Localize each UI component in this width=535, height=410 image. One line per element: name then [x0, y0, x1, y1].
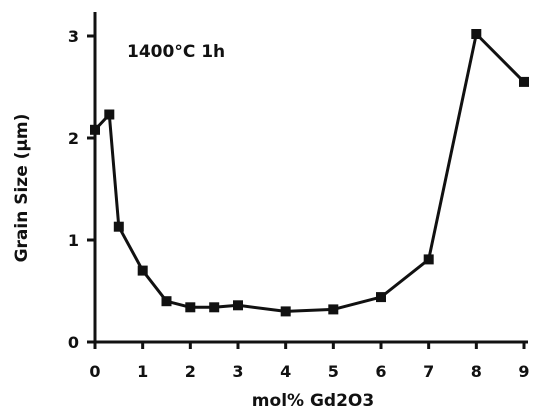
- y-tick-label: 3: [68, 27, 79, 46]
- data-point: [519, 76, 529, 87]
- data-point: [161, 296, 172, 307]
- x-tick-label: 4: [280, 362, 291, 381]
- x-tick-label: 5: [328, 362, 339, 381]
- ticks: 0 1 2 3 4 5 6 7 8 9 0 1 2 3: [68, 27, 530, 381]
- data-point: [90, 124, 100, 135]
- data-point: [209, 302, 220, 313]
- x-tick-label: 6: [375, 362, 386, 381]
- x-tick-label: 9: [518, 362, 529, 381]
- data-point: [104, 109, 115, 120]
- data-point: [280, 306, 291, 317]
- axes: [93, 12, 528, 344]
- x-tick-label: 8: [471, 362, 482, 381]
- data-point: [423, 254, 434, 265]
- x-tick-label: 1: [137, 362, 148, 381]
- series: [90, 29, 529, 317]
- x-tick-label: 2: [185, 362, 196, 381]
- chart-annotation: 1400°C 1h: [127, 42, 225, 62]
- y-axis-title: Grain Size (μm): [12, 114, 32, 263]
- data-point: [137, 265, 148, 276]
- y-tick-label: 1: [68, 231, 79, 250]
- y-tick-label: 2: [68, 129, 79, 148]
- data-point: [328, 304, 339, 315]
- data-point: [185, 302, 196, 313]
- data-point: [233, 300, 243, 311]
- data-point: [376, 292, 386, 303]
- x-tick-label: 7: [423, 362, 434, 381]
- data-point: [471, 29, 482, 39]
- series-line: [93, 32, 526, 313]
- y-tick-label: 0: [68, 333, 79, 352]
- x-axis-title: mol% Gd2O3: [252, 391, 374, 410]
- data-point: [113, 221, 124, 232]
- x-tick-label: 3: [232, 362, 243, 381]
- x-tick-label: 0: [89, 362, 100, 381]
